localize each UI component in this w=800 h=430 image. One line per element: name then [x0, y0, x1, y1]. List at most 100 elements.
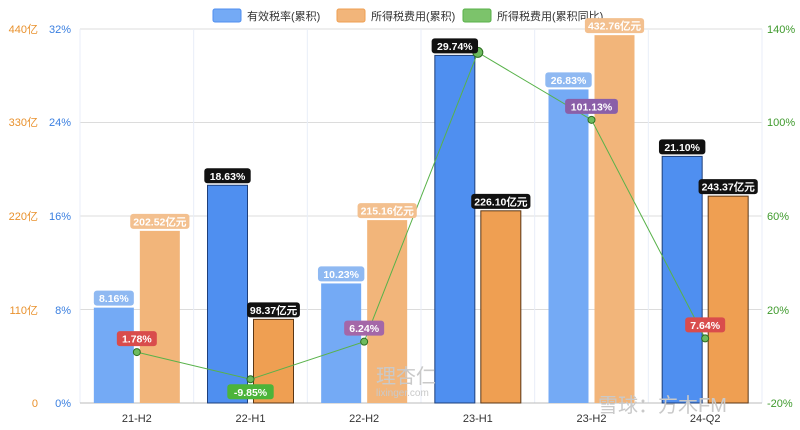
legend-swatch-tax: [336, 8, 366, 23]
label-rate-text: 8.16%: [99, 293, 129, 305]
growth-point: [246, 375, 255, 384]
growth-point: [360, 337, 369, 346]
bar-tax: [139, 230, 180, 403]
label-growth-bg: [344, 320, 385, 336]
legend-item-tax[interactable]: 所得税费用(累积): [336, 8, 455, 23]
left-money-axis: 0 110亿 220亿 330亿 440亿: [9, 23, 38, 410]
growth-point: [587, 115, 596, 124]
right-tick: 60%: [767, 211, 789, 223]
legend-swatch-rate: [212, 8, 242, 23]
label-growth: 101.13%: [565, 98, 618, 114]
left-money-tick: 440亿: [9, 23, 38, 36]
label-rate-bg: [545, 72, 592, 88]
label-growth: 6.24%: [344, 320, 385, 336]
growth-point: [132, 348, 141, 357]
label-rate: 8.16%: [93, 290, 134, 306]
label-tax-text: 432.76亿元: [588, 20, 642, 33]
right-tick: 140%: [767, 24, 795, 36]
label-tax: 202.52亿元: [130, 213, 190, 229]
left-pct-tick: 0%: [55, 398, 71, 410]
label-tax: 98.37亿元: [247, 302, 300, 318]
bar-tax: [594, 35, 635, 404]
label-rate: 26.83%: [545, 72, 592, 88]
x-category-label: 22-H2: [349, 413, 379, 425]
label-rate-text: 18.63%: [210, 171, 246, 183]
label-rate-bg: [431, 38, 479, 54]
label-rate-text: 21.10%: [664, 142, 700, 154]
label-growth-text: -9.85%: [234, 387, 268, 399]
left-pct-tick: 24%: [49, 117, 71, 129]
legend-label-growth: 所得税费用(累积同比): [497, 9, 603, 23]
label-growth: -9.85%: [227, 384, 274, 400]
x-axis-categories: 21-H2 22-H1 22-H2 23-H1 23-H2 24-Q2: [122, 413, 721, 425]
bar-rate: [661, 155, 703, 404]
label-tax-bg: [357, 203, 417, 219]
label-tax-text: 98.37亿元: [250, 304, 298, 317]
left-money-tick: 110亿: [9, 304, 38, 317]
label-growth-text: 6.24%: [349, 323, 379, 335]
label-growth-bg: [565, 98, 618, 114]
growth-series-line: [136, 51, 706, 380]
bar-tax: [480, 210, 522, 404]
legend-label-rate: 有效税率(累积): [247, 9, 320, 23]
label-tax-bg: [698, 179, 758, 195]
right-tick: 100%: [767, 117, 795, 129]
left-pct-tick: 16%: [49, 211, 71, 223]
label-tax-text: 215.16亿元: [361, 205, 415, 218]
left-pct-tick: 32%: [49, 24, 71, 36]
right-axis: -20% 20% 60% 100% 140%: [767, 24, 795, 410]
x-category-label: 24-Q2: [690, 413, 721, 425]
x-category-label: 23-H1: [463, 413, 493, 425]
bar-rate: [93, 307, 134, 403]
label-rate-text: 29.74%: [437, 41, 473, 53]
label-tax-text: 243.37亿元: [702, 181, 756, 194]
label-growth-bg: [116, 331, 157, 347]
legend-item-rate[interactable]: 有效税率(累积): [212, 8, 320, 23]
legend-swatch-growth: [462, 8, 492, 23]
label-tax-text: 202.52亿元: [133, 215, 187, 228]
label-growth: 7.64%: [685, 317, 726, 333]
legend: 有效税率(累积) 所得税费用(累积) 所得税费用(累积同比): [212, 8, 603, 23]
legend-item-growth[interactable]: 所得税费用(累积同比): [462, 8, 603, 23]
label-tax-text: 226.10亿元: [474, 195, 528, 208]
label-tax-bg: [471, 193, 531, 209]
label-tax-bg: [247, 302, 300, 318]
watermark-lixinger: 理杏仁: [376, 365, 436, 388]
left-money-tick: 330亿: [9, 116, 38, 129]
label-tax: 226.10亿元: [471, 193, 531, 209]
left-pct-axis: 0% 8% 16% 24% 32%: [49, 24, 71, 410]
left-money-tick: 220亿: [9, 210, 38, 223]
left-money-tick: 0: [32, 398, 38, 410]
label-rate-text: 26.83%: [551, 75, 587, 87]
label-rate: 10.23%: [317, 266, 365, 282]
bar-rate: [434, 54, 476, 404]
label-rate: 29.74%: [431, 38, 479, 54]
watermark-lixinger-url: lixinger.com: [376, 388, 429, 399]
label-growth-text: 7.64%: [690, 320, 720, 332]
label-tax-bg: [584, 18, 645, 34]
watermark: 理杏仁 lixinger.com 雪球：方木FM: [376, 365, 727, 417]
gridlines: [79, 28, 763, 404]
label-growth-text: 101.13%: [571, 101, 613, 113]
legend-label-tax: 所得税费用(累积): [371, 9, 455, 23]
bar-rate: [207, 184, 248, 404]
label-rate-bg: [317, 266, 365, 282]
label-rate-bg: [204, 168, 251, 184]
label-tax: 243.37亿元: [698, 179, 758, 195]
label-growth-bg: [227, 384, 274, 400]
x-category-label: 21-H2: [122, 413, 152, 425]
label-growth: 1.78%: [116, 331, 157, 347]
label-tax: 432.76亿元: [584, 18, 645, 34]
label-rate-bg: [658, 139, 706, 155]
right-tick: -20%: [767, 398, 793, 410]
watermark-xueqiu: 雪球：方木FM: [598, 394, 727, 417]
label-growth-bg: [685, 317, 726, 333]
bar-tax: [367, 220, 408, 403]
left-pct-tick: 8%: [55, 305, 71, 317]
label-rate: 18.63%: [204, 168, 251, 184]
bar-rate: [548, 89, 589, 403]
label-tax: 215.16亿元: [357, 203, 417, 219]
label-growth-text: 1.78%: [122, 334, 152, 346]
